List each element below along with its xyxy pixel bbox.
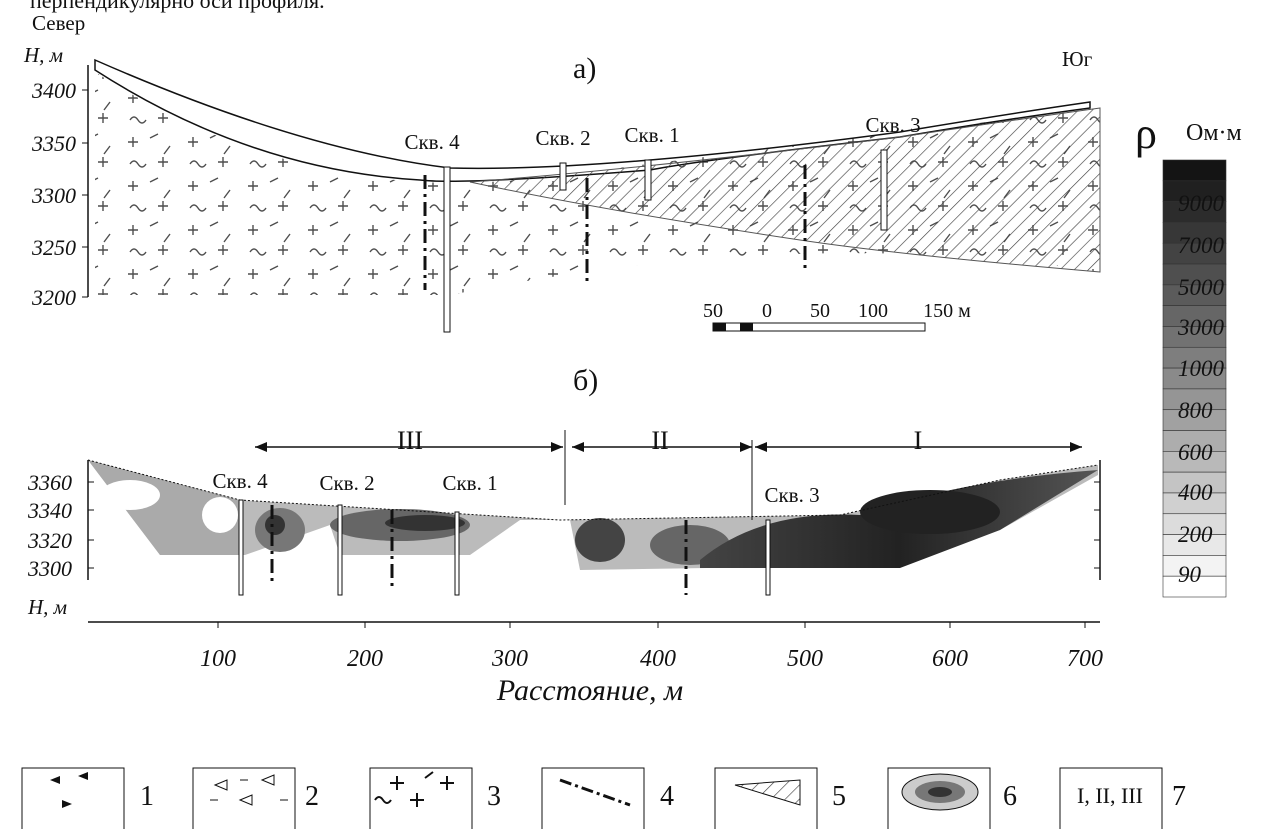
well-label: Скв. 4	[404, 130, 460, 154]
surface	[239, 464, 1099, 521]
legend-box	[21, 767, 125, 829]
x-tick-label: 700	[1067, 646, 1103, 672]
legend-box	[541, 767, 645, 829]
legend-icon	[734, 779, 801, 806]
legend-sample: I, II, III	[1077, 783, 1143, 808]
legend-number: 3	[487, 781, 501, 812]
legend-icon	[374, 771, 454, 807]
scale-label: 50	[703, 300, 723, 322]
scale-label: 100	[858, 300, 888, 322]
x-tick-label: 500	[787, 646, 823, 672]
colorbar-label: 600	[1178, 440, 1213, 465]
x-tick-label: 100	[200, 646, 236, 672]
colorbar-unit: Ом·м	[1186, 120, 1242, 146]
colorbar-band	[1162, 159, 1227, 182]
north-label: Север	[32, 11, 85, 35]
header-fragment: перпендикулярно оси профиля.	[30, 0, 325, 13]
well	[238, 499, 244, 596]
legend-box	[1059, 767, 1163, 829]
y-tick-label: 3340	[27, 498, 72, 523]
y-tick-label: 3350	[31, 131, 76, 156]
y-axis-label: H, м	[23, 43, 63, 67]
colorbar-label: 3000	[1177, 315, 1225, 340]
well-label: Скв. 3	[865, 113, 920, 137]
legend-icon	[210, 774, 288, 806]
south-label: Юг	[1062, 47, 1093, 71]
colorbar-label: 1000	[1178, 356, 1225, 381]
y-tick-label: 3300	[27, 556, 72, 581]
scale-label: 150 м	[923, 300, 971, 322]
hatched-zone	[469, 107, 1101, 273]
zone-label: III	[397, 426, 423, 455]
colorbar-label: 5000	[1178, 275, 1225, 300]
well-label: Скв. 2	[535, 126, 590, 150]
scale-label: 50	[810, 300, 830, 322]
y-axis-label: H, м	[27, 595, 67, 619]
colorbar-label: 200	[1178, 522, 1213, 547]
legend-number: 4	[660, 781, 674, 812]
legend-icon	[559, 778, 631, 807]
colorbar-label: 9000	[1178, 191, 1225, 216]
legend-box	[887, 767, 991, 829]
faults	[423, 165, 807, 290]
x-tick-label: 200	[347, 646, 383, 672]
well	[765, 519, 771, 596]
x-tick-label: 400	[640, 646, 676, 672]
legend-number: 7	[1172, 781, 1186, 812]
colorbar-symbol: ρ	[1135, 109, 1157, 158]
y-tick-label: 3200	[31, 285, 76, 310]
legend-number: 2	[305, 781, 319, 812]
well	[559, 162, 567, 191]
well-label: Скв. 1	[442, 471, 497, 495]
y-tick-label: 3250	[31, 235, 76, 260]
well	[443, 166, 451, 333]
well-label: Скв. 2	[319, 471, 374, 495]
x-tick-label: 300	[491, 646, 528, 672]
y-tick-label: 3360	[27, 470, 72, 495]
colorbar-label: 400	[1178, 480, 1213, 505]
well	[644, 159, 652, 201]
panel-label: б)	[573, 364, 598, 397]
y-tick-label: 3320	[27, 528, 72, 553]
legend-icon	[50, 772, 88, 808]
legend-box	[369, 767, 473, 829]
zone-label: II	[651, 426, 668, 455]
well	[880, 149, 888, 231]
colorbar-label: 800	[1178, 398, 1213, 423]
y-tick-label: 3300	[31, 183, 76, 208]
colorbar-label: 90	[1178, 562, 1202, 587]
well-label: Скв. 3	[764, 483, 819, 507]
faults	[270, 505, 688, 595]
panel-label: а)	[573, 52, 596, 85]
well-label: Скв. 1	[624, 123, 679, 147]
x-axis-label: Расстояние, м	[496, 674, 683, 707]
legend-number: 6	[1003, 781, 1017, 812]
well	[337, 504, 343, 596]
legend-number: 5	[832, 781, 846, 812]
x-tick-label: 600	[932, 646, 968, 672]
colorbar-label: 7000	[1178, 233, 1225, 258]
colorbar-band	[1162, 575, 1227, 598]
well	[454, 511, 460, 596]
zone-label: I	[914, 426, 923, 455]
legend-box	[192, 767, 296, 829]
legend-icon	[901, 773, 979, 811]
legend-box	[714, 767, 818, 829]
scale-label: 0	[762, 300, 772, 322]
well-label: Скв. 4	[212, 469, 268, 493]
legend-number: 1	[140, 781, 154, 812]
y-tick-label: 3400	[31, 78, 76, 103]
